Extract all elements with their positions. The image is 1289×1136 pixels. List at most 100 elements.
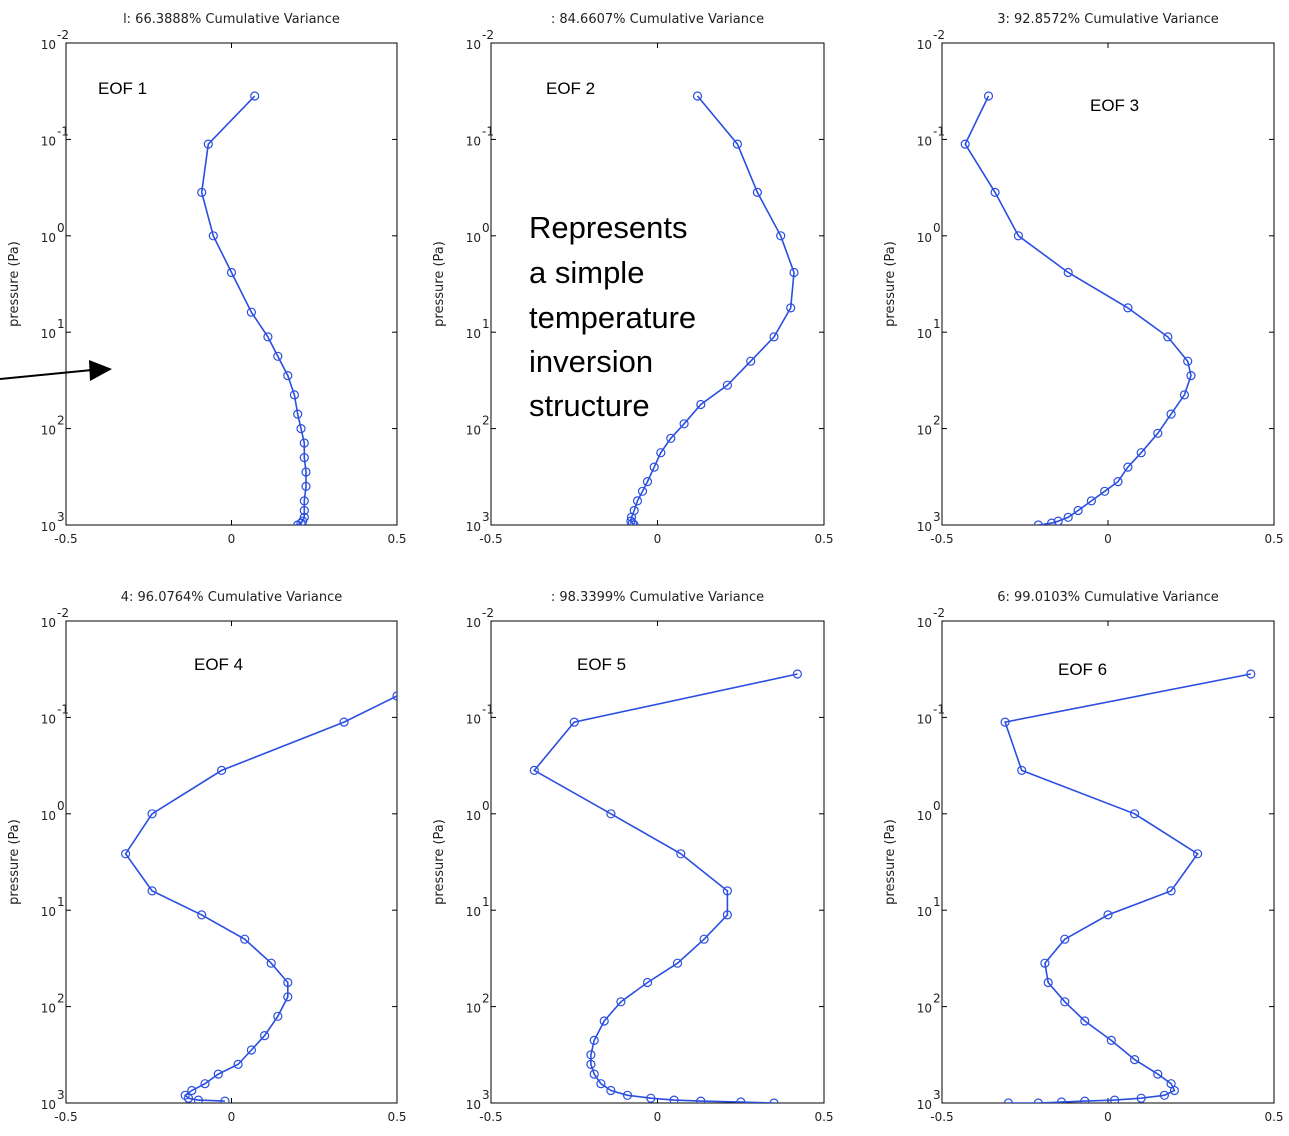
data-point	[296, 518, 306, 525]
y-tick-exponent: -2	[482, 28, 494, 42]
y-tick-exponent: 1	[57, 895, 65, 909]
x-tick-label: 0	[654, 532, 662, 546]
note-line-1: Represents	[529, 210, 688, 245]
data-point	[616, 997, 626, 1007]
note-line-4: inversion	[529, 344, 653, 379]
x-tick-label: 0	[1104, 532, 1112, 546]
data-point	[299, 505, 309, 516]
plot-frame	[490, 42, 825, 526]
data-point	[672, 958, 683, 968]
y-tick-exponent: -2	[933, 606, 945, 620]
data-point	[1060, 997, 1070, 1007]
data-point	[599, 1016, 609, 1026]
data-point	[746, 356, 756, 366]
data-point	[1103, 910, 1113, 920]
x-tick-label: 0.5	[814, 532, 833, 546]
y-tick-exponent: 1	[482, 895, 490, 909]
data-point	[637, 486, 648, 496]
y-axis-label: pressure (Pa)	[7, 241, 22, 327]
data-point	[233, 1059, 243, 1070]
data-point	[627, 518, 638, 525]
note-line-3: temperature	[529, 300, 696, 335]
data-point	[1056, 1097, 1067, 1103]
y-tick-label: 10	[41, 520, 56, 534]
data-point	[246, 307, 256, 317]
y-tick-exponent: 2	[482, 414, 490, 428]
y-tick-exponent: 1	[57, 317, 65, 331]
data-point	[679, 419, 689, 429]
chart-title: l: 66.3888% Cumulative Variance	[123, 12, 340, 27]
y-tick-label: 10	[917, 905, 932, 919]
data-point	[1106, 1035, 1116, 1046]
chart-title: 6: 99.0103% Cumulative Variance	[997, 590, 1219, 605]
data-point	[273, 1011, 283, 1021]
data-point	[208, 231, 218, 241]
data-point	[1192, 849, 1203, 859]
data-point	[736, 1097, 746, 1103]
data-point	[696, 399, 706, 410]
data-point	[722, 886, 733, 896]
data-point	[769, 332, 779, 342]
y-tick-label: 10	[917, 1098, 932, 1112]
data-point	[1110, 1095, 1120, 1103]
data-point	[1033, 1098, 1043, 1103]
data-point	[299, 496, 309, 506]
data-point	[1013, 231, 1024, 241]
y-tick-label: 10	[917, 327, 932, 341]
y-tick-exponent: 3	[933, 1088, 941, 1102]
data-point	[1136, 448, 1146, 458]
data-point	[220, 1096, 230, 1103]
y-tick-exponent: 2	[57, 414, 65, 428]
data-point	[1166, 886, 1176, 896]
data-point	[301, 467, 311, 477]
y-tick-label: 10	[917, 38, 932, 52]
data-point	[299, 438, 309, 448]
x-tick-label: 0	[1104, 1110, 1112, 1124]
y-tick-label: 10	[466, 1002, 481, 1016]
y-tick-label: 10	[41, 905, 56, 919]
data-point	[669, 1095, 679, 1103]
y-tick-exponent: -1	[482, 124, 494, 138]
data-point	[696, 1096, 706, 1103]
y-axis-label: pressure (Pa)	[432, 241, 447, 327]
data-point	[769, 1098, 779, 1103]
inversion-note: Represents a simple temperature inversio…	[529, 210, 696, 423]
y-tick-exponent: -1	[57, 702, 69, 716]
y-tick-label: 10	[466, 134, 481, 148]
data-point	[1040, 958, 1050, 968]
arrow-shaft	[0, 369, 93, 380]
y-tick-exponent: 1	[482, 317, 490, 331]
y-tick-exponent: 0	[57, 221, 65, 235]
y-tick-label: 10	[466, 1098, 481, 1112]
x-tick-label: -0.5	[930, 1110, 953, 1124]
y-tick-exponent: 2	[933, 992, 941, 1006]
chart-panel-1: l: 66.3888% Cumulative Variance pressure …	[7, 12, 407, 546]
data-point	[203, 139, 213, 149]
data-point	[586, 1050, 596, 1060]
data-point	[1080, 1096, 1090, 1103]
data-point	[263, 332, 273, 342]
y-tick-label: 10	[466, 809, 481, 823]
data-point	[632, 496, 643, 506]
data-point	[283, 992, 293, 1002]
y-tick-label: 10	[41, 327, 56, 341]
eof-profile-line	[964, 95, 1192, 525]
x-tick-label: -0.5	[479, 1110, 502, 1124]
data-point	[1113, 477, 1123, 487]
data-point	[666, 433, 676, 443]
y-tick-label: 10	[41, 1098, 56, 1112]
data-point	[240, 934, 250, 944]
x-tick-label: 0.5	[814, 1110, 833, 1124]
data-point	[722, 380, 733, 390]
y-tick-label: 10	[917, 520, 932, 534]
data-point	[529, 765, 539, 776]
note-line-5: structure	[529, 388, 650, 423]
y-tick-label: 10	[917, 1002, 932, 1016]
y-tick-exponent: -2	[482, 606, 494, 620]
x-tick-label: -0.5	[54, 1110, 77, 1124]
data-point	[1129, 809, 1140, 819]
chart-title: 3: 92.8572% Cumulative Variance	[997, 12, 1219, 27]
eof-panel-label: EOF 3	[1090, 96, 1139, 115]
data-point	[1159, 1090, 1170, 1100]
